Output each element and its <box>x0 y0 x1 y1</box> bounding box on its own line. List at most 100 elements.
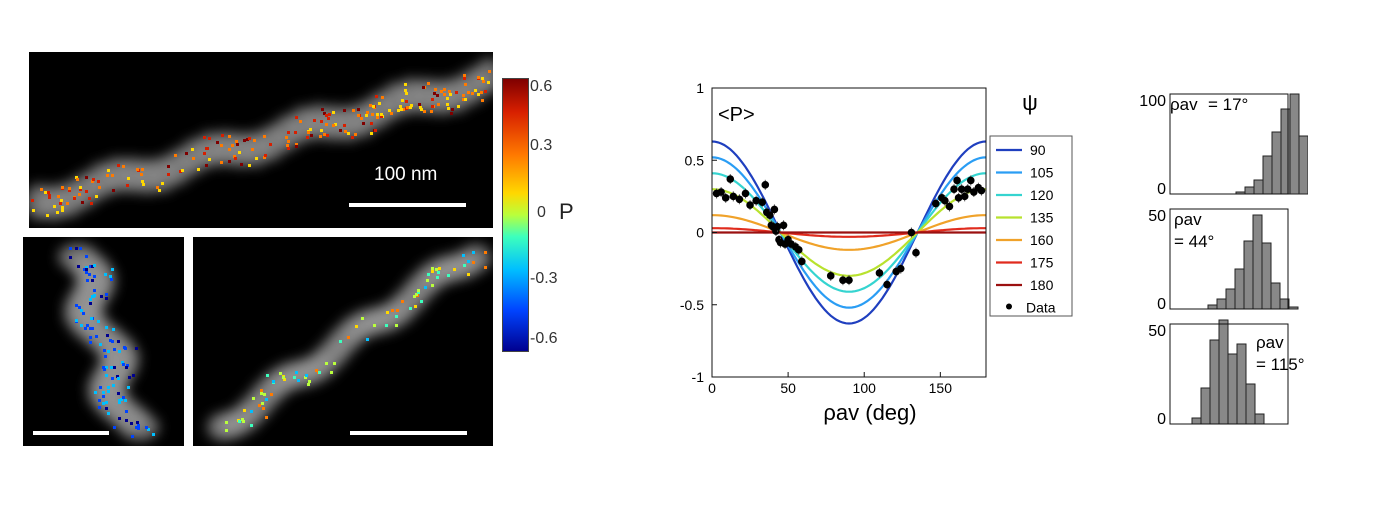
data-point <box>954 194 963 202</box>
histogram-frame <box>1169 323 1289 425</box>
image-panel-bottom-right <box>193 237 493 446</box>
data-point <box>960 192 969 201</box>
histogram-2: 50 0 ρav = 44° <box>1148 208 1299 313</box>
filament-glow <box>29 58 493 221</box>
data-point <box>766 211 774 219</box>
data-point <box>735 195 744 204</box>
data-point <box>950 185 958 193</box>
histogram-3: 50 0 ρav = 115° <box>1148 319 1305 428</box>
histogram-bar <box>1252 214 1263 310</box>
localization-dots <box>69 247 155 438</box>
data-point <box>896 264 905 273</box>
scale-bar-label: 100 nm <box>374 164 438 185</box>
y-tick-label: 0.5 <box>685 152 705 168</box>
legend-label: 105 <box>1030 165 1054 181</box>
histogram-bar <box>1262 155 1273 195</box>
histogram-bar <box>1289 93 1300 195</box>
y-tick-label: 50 <box>1148 323 1166 340</box>
histogram-bar <box>1227 353 1238 425</box>
histogram-bar <box>1209 339 1220 425</box>
x-tick-label: 150 <box>929 380 953 396</box>
histogram-bar <box>1270 282 1281 310</box>
data-point <box>977 186 986 195</box>
legend-title: ψ <box>1022 90 1038 115</box>
polarization-chart: 0 50 100 150 1 0.5 0 -0.5 -1 <P> ρav (deg) ψ 90 1… <box>680 80 1073 425</box>
histogram-frame <box>1169 208 1289 310</box>
series-line-175 <box>712 227 986 238</box>
data-point <box>966 176 975 185</box>
image-panel-bottom-left <box>23 237 184 446</box>
x-tick-label: 0 <box>708 380 716 396</box>
data-point <box>758 198 767 206</box>
data-point <box>798 257 806 266</box>
histogram-bar <box>1225 288 1236 310</box>
data-point <box>794 246 803 254</box>
data-point <box>845 276 853 284</box>
histogram-bar <box>1261 242 1272 310</box>
x-axis-label: ρav (deg) <box>823 400 916 425</box>
series-line-90 <box>711 140 987 325</box>
filament-image-top <box>29 58 493 221</box>
filament-glow <box>207 243 492 441</box>
data-point <box>779 221 788 230</box>
data-point <box>741 189 750 198</box>
histogram-bar <box>1254 413 1265 425</box>
rho-annotation: ρav <box>1170 95 1198 114</box>
filament-image-bottom-left <box>58 243 160 441</box>
y-tick-label: 0 <box>1157 411 1166 428</box>
data-point <box>875 269 884 277</box>
legend-marker <box>1006 303 1012 310</box>
localization-dots <box>31 70 491 217</box>
series-line-160 <box>712 214 986 251</box>
colorbar-tick: -0.3 <box>530 270 558 287</box>
legend-label: 175 <box>1030 255 1054 271</box>
histogram-bar <box>1253 179 1264 195</box>
data-point <box>721 194 730 202</box>
colorbar-label: P <box>559 199 574 224</box>
rho-annotation: ρav <box>1256 333 1284 352</box>
legend-label: 160 <box>1030 232 1054 248</box>
data-point <box>746 201 754 209</box>
data-point <box>826 272 835 280</box>
data-point <box>761 181 770 189</box>
data-point <box>717 188 725 196</box>
y-tick-label: 50 <box>1148 208 1166 225</box>
data-point <box>953 176 961 185</box>
data-point <box>729 192 738 201</box>
histogram-frame <box>1169 93 1289 195</box>
data-point <box>945 202 954 211</box>
colorbar-tick: -0.6 <box>530 330 558 347</box>
rho-value: = 17° <box>1208 95 1248 114</box>
scale-bar <box>349 203 466 207</box>
data-point <box>883 280 891 289</box>
data-point <box>963 185 972 193</box>
histogram-bar <box>1236 343 1247 425</box>
legend-label: 90 <box>1030 142 1046 158</box>
rho-value: = 115° <box>1256 355 1305 374</box>
histogram-bar <box>1271 131 1282 195</box>
y-tick-label: -0.5 <box>680 297 704 313</box>
colorbar-tick: 0 <box>537 204 546 221</box>
colorbar-tick: 0.3 <box>530 137 553 154</box>
histogram-bar <box>1207 304 1218 310</box>
data-point <box>912 248 920 257</box>
data-point <box>941 196 949 205</box>
data-point <box>770 205 779 214</box>
legend-label: 135 <box>1030 210 1054 226</box>
y-tick-label: 0 <box>1157 181 1166 198</box>
histogram-bar <box>1280 108 1291 195</box>
histogram-bar <box>1298 135 1308 195</box>
histogram-bar <box>1243 240 1254 310</box>
data-point <box>839 276 847 284</box>
scale-bar <box>350 431 467 435</box>
histogram-bar <box>1288 306 1299 310</box>
y-tick-label: 100 <box>1139 93 1166 110</box>
histogram-bar <box>1218 319 1229 425</box>
data-point <box>957 185 966 193</box>
data-point <box>907 228 916 237</box>
y-tick-label: 0 <box>696 225 704 241</box>
localization-dots <box>225 251 487 432</box>
legend-label: 180 <box>1030 277 1054 293</box>
rho-value: = 44° <box>1174 232 1214 251</box>
histogram-bar <box>1191 417 1202 425</box>
